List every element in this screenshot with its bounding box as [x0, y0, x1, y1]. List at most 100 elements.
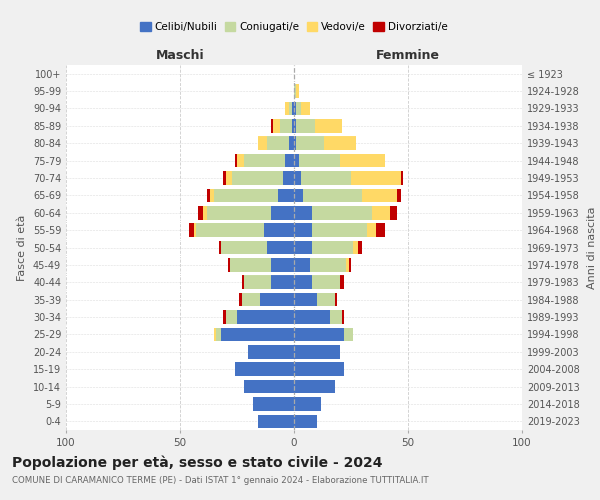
Bar: [340, 154, 385, 168]
Bar: [296, 84, 299, 98]
Bar: [208, 206, 271, 220]
Bar: [296, 136, 323, 150]
Y-axis label: Fasce di età: Fasce di età: [17, 214, 27, 280]
Bar: [323, 136, 356, 150]
Bar: [294, 154, 299, 168]
Bar: [208, 188, 209, 202]
Bar: [294, 397, 322, 410]
Bar: [401, 171, 403, 185]
Bar: [296, 119, 314, 132]
Bar: [397, 188, 401, 202]
Bar: [310, 258, 346, 272]
Bar: [301, 171, 351, 185]
Bar: [244, 154, 285, 168]
Bar: [340, 276, 344, 289]
Text: Popolazione per età, sesso e stato civile - 2024: Popolazione per età, sesso e stato civil…: [12, 455, 383, 469]
Bar: [242, 293, 260, 306]
Bar: [296, 102, 301, 115]
Bar: [317, 293, 335, 306]
Bar: [390, 206, 397, 220]
Bar: [253, 397, 294, 410]
Bar: [230, 258, 271, 272]
Bar: [303, 188, 362, 202]
Bar: [274, 119, 280, 132]
Bar: [376, 224, 385, 237]
Bar: [271, 206, 294, 220]
Bar: [292, 119, 294, 132]
Bar: [335, 293, 337, 306]
Bar: [221, 328, 294, 341]
Bar: [294, 119, 296, 132]
Bar: [312, 224, 367, 237]
Bar: [223, 310, 226, 324]
Bar: [198, 206, 203, 220]
Bar: [371, 206, 390, 220]
Bar: [194, 224, 196, 237]
Bar: [294, 240, 312, 254]
Bar: [294, 310, 331, 324]
Bar: [278, 188, 294, 202]
Bar: [271, 258, 294, 272]
Bar: [312, 206, 371, 220]
Bar: [209, 188, 214, 202]
Bar: [294, 171, 301, 185]
Bar: [301, 102, 310, 115]
Text: COMUNE DI CARAMANICO TERME (PE) - Dati ISTAT 1° gennaio 2024 - Elaborazione TUTT: COMUNE DI CARAMANICO TERME (PE) - Dati I…: [12, 476, 428, 485]
Legend: Celibi/Nubili, Coniugati/e, Vedovi/e, Divorziati/e: Celibi/Nubili, Coniugati/e, Vedovi/e, Di…: [137, 19, 451, 36]
Bar: [314, 119, 342, 132]
Bar: [285, 154, 294, 168]
Bar: [271, 119, 274, 132]
Bar: [235, 362, 294, 376]
Bar: [248, 345, 294, 358]
Bar: [226, 310, 237, 324]
Bar: [260, 293, 294, 306]
Bar: [232, 171, 283, 185]
Bar: [226, 171, 232, 185]
Bar: [294, 102, 296, 115]
Bar: [358, 240, 362, 254]
Bar: [351, 171, 401, 185]
Bar: [294, 414, 317, 428]
Text: Maschi: Maschi: [155, 48, 205, 62]
Bar: [344, 328, 353, 341]
Bar: [362, 188, 397, 202]
Bar: [294, 224, 312, 237]
Bar: [331, 310, 342, 324]
Bar: [294, 345, 340, 358]
Bar: [257, 136, 266, 150]
Bar: [294, 84, 296, 98]
Bar: [266, 136, 289, 150]
Bar: [239, 293, 242, 306]
Bar: [285, 102, 289, 115]
Bar: [342, 310, 344, 324]
Bar: [221, 240, 266, 254]
Bar: [294, 206, 312, 220]
Bar: [217, 328, 221, 341]
Bar: [294, 276, 312, 289]
Bar: [196, 224, 265, 237]
Bar: [214, 188, 278, 202]
Bar: [312, 240, 353, 254]
Bar: [223, 171, 226, 185]
Bar: [294, 328, 344, 341]
Bar: [367, 224, 376, 237]
Bar: [294, 293, 317, 306]
Bar: [257, 414, 294, 428]
Bar: [266, 240, 294, 254]
Bar: [244, 380, 294, 394]
Bar: [294, 380, 335, 394]
Bar: [219, 240, 221, 254]
Bar: [353, 240, 358, 254]
Bar: [294, 188, 303, 202]
Bar: [346, 258, 349, 272]
Bar: [299, 154, 340, 168]
Bar: [294, 136, 296, 150]
Text: Femmine: Femmine: [376, 48, 440, 62]
Bar: [235, 154, 237, 168]
Bar: [228, 258, 230, 272]
Bar: [237, 154, 244, 168]
Bar: [242, 276, 244, 289]
Bar: [214, 328, 217, 341]
Bar: [289, 136, 294, 150]
Bar: [280, 119, 292, 132]
